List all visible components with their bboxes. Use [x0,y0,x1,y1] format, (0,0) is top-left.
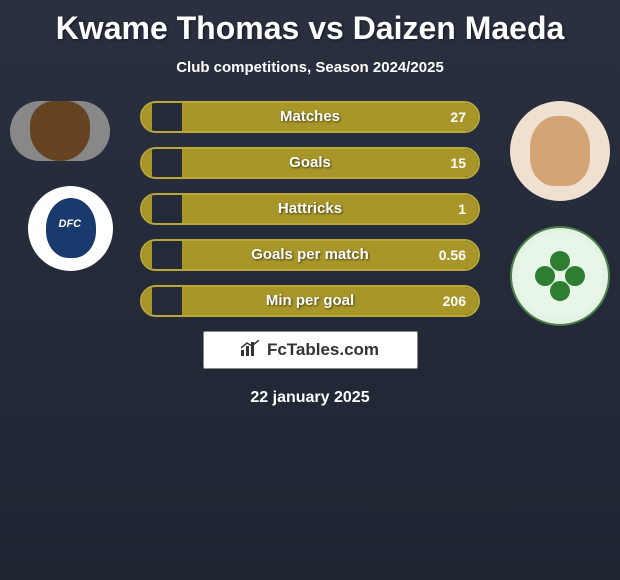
chart-icon [241,340,261,361]
stat-value-right: 1 [458,195,466,223]
player-left-avatar [10,101,110,161]
page-subtitle: Club competitions, Season 2024/2025 [0,59,620,76]
player-right-avatar [510,101,610,201]
stat-label: Min per goal [142,287,478,315]
stat-label: Goals per match [142,241,478,269]
stat-label: Matches [142,103,478,131]
stat-bar-min-per-goal: Min per goal206 [140,285,480,317]
stat-value-right: 15 [450,149,466,177]
stat-bar-hattricks: Hattricks1 [140,193,480,225]
logo-text: FcTables.com [267,340,379,360]
stats-container: Matches27 Goals15 Hattricks1 Goals per matc… [140,101,480,317]
stat-label: Hattricks [142,195,478,223]
stat-bar-goals: Goals15 [140,147,480,179]
club-crest-right [510,226,610,326]
stat-bar-goals-per-match: Goals per match0.56 [140,239,480,271]
fctables-logo: FcTables.com [203,331,418,369]
stat-bar-matches: Matches27 [140,101,480,133]
stat-value-right: 206 [443,287,466,315]
stat-label: Goals [142,149,478,177]
date-text: 22 january 2025 [10,389,610,407]
page-title: Kwame Thomas vs Daizen Maeda [0,0,620,47]
stat-value-right: 27 [450,103,466,131]
comparison-content: Matches27 Goals15 Hattricks1 Goals per matc… [0,101,620,407]
club-crest-left [28,186,113,271]
stat-value-right: 0.56 [439,241,466,269]
